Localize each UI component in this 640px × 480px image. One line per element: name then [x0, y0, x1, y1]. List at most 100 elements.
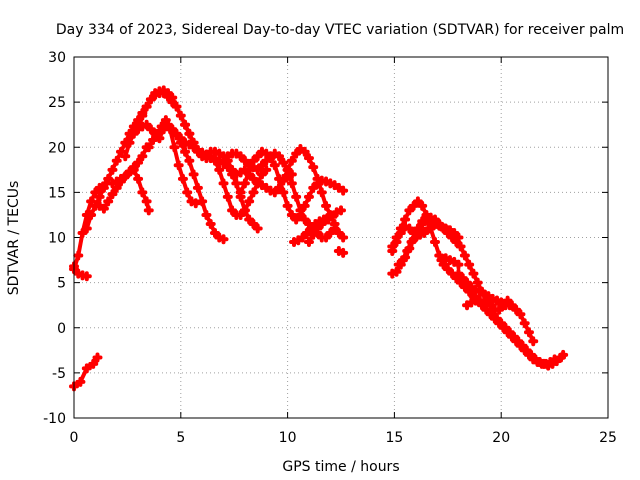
data-point — [222, 191, 233, 202]
data-point — [278, 175, 289, 186]
data-point — [124, 137, 135, 148]
data-point — [167, 124, 178, 135]
data-point — [244, 164, 255, 175]
data-point — [395, 227, 406, 238]
series-arc13 — [235, 146, 349, 225]
data-point — [145, 124, 156, 135]
data-point — [511, 304, 522, 315]
data-point — [201, 209, 212, 220]
data-point — [303, 153, 314, 164]
data-point — [184, 128, 195, 139]
data-point — [402, 246, 413, 257]
data-point — [521, 345, 532, 356]
plot-frame — [73, 56, 609, 419]
data-point — [256, 169, 267, 180]
data-point — [523, 327, 534, 338]
data-point — [173, 160, 184, 171]
data-point — [209, 227, 220, 238]
data-point — [167, 92, 178, 103]
data-point — [457, 273, 468, 284]
data-point — [248, 187, 259, 198]
data-point — [316, 187, 327, 198]
data-point — [180, 146, 191, 157]
data-point — [103, 196, 114, 207]
data-point — [269, 187, 280, 198]
data-point — [551, 356, 562, 367]
x-tick-label: 25 — [599, 430, 617, 446]
data-point — [261, 148, 272, 159]
data-point — [496, 318, 507, 329]
data-point — [115, 146, 126, 157]
data-point — [107, 189, 118, 200]
data-point — [137, 187, 148, 198]
data-point — [128, 128, 139, 139]
chart-title: Day 334 of 2023, Sidereal Day-to-day VTE… — [56, 22, 624, 38]
series-arc16 — [303, 214, 332, 248]
data-point — [528, 336, 539, 347]
y-tick-label: 0 — [57, 321, 66, 337]
data-point — [180, 119, 191, 130]
data-point — [235, 187, 246, 198]
y-tick-label: 10 — [48, 231, 66, 247]
data-point — [333, 227, 344, 238]
data-point — [143, 142, 154, 153]
data-point — [303, 237, 314, 248]
data-point — [513, 336, 524, 347]
data-point — [145, 94, 156, 105]
data-point — [175, 133, 186, 144]
series-arc17 — [333, 246, 349, 258]
data-point — [419, 227, 430, 238]
data-point — [239, 178, 250, 189]
data-point — [515, 309, 526, 320]
data-point — [321, 214, 332, 225]
data-point — [526, 349, 537, 360]
data-point — [235, 151, 246, 162]
data-point — [162, 88, 173, 99]
data-point — [98, 203, 109, 214]
data-point — [190, 198, 201, 209]
data-point — [481, 304, 492, 315]
data-point — [244, 196, 255, 207]
data-point — [239, 205, 250, 216]
data-point — [239, 155, 250, 166]
data-point — [429, 237, 440, 248]
data-point — [299, 146, 310, 157]
data-point — [252, 223, 263, 234]
x-axis-label: GPS time / hours — [282, 459, 399, 475]
data-point — [393, 259, 404, 270]
data-point — [265, 153, 276, 164]
data-point — [321, 232, 332, 243]
data-point — [282, 200, 293, 211]
data-point — [468, 268, 479, 279]
data-point — [244, 214, 255, 225]
data-point — [406, 237, 417, 248]
data-point — [169, 142, 180, 153]
data-series — [69, 85, 569, 392]
data-point — [120, 171, 131, 182]
data-point — [274, 151, 285, 162]
data-point — [248, 173, 259, 184]
data-point — [227, 164, 238, 175]
data-point — [231, 178, 242, 189]
data-point — [558, 349, 569, 360]
data-point — [297, 232, 308, 243]
data-point — [86, 209, 97, 220]
data-point — [412, 223, 423, 234]
data-point — [256, 160, 267, 171]
data-point — [308, 229, 319, 240]
data-point — [252, 151, 263, 162]
data-point — [141, 101, 152, 112]
data-point — [111, 155, 122, 166]
data-point — [274, 182, 285, 193]
data-point — [94, 191, 105, 202]
series-arc23 — [453, 268, 507, 308]
data-point — [442, 264, 453, 275]
data-point — [504, 300, 515, 311]
data-point — [278, 187, 289, 198]
data-point — [120, 151, 131, 162]
data-point — [286, 155, 297, 166]
data-point — [218, 178, 229, 189]
data-point — [312, 173, 323, 184]
data-point — [400, 214, 411, 225]
series-arc21 — [393, 218, 464, 270]
